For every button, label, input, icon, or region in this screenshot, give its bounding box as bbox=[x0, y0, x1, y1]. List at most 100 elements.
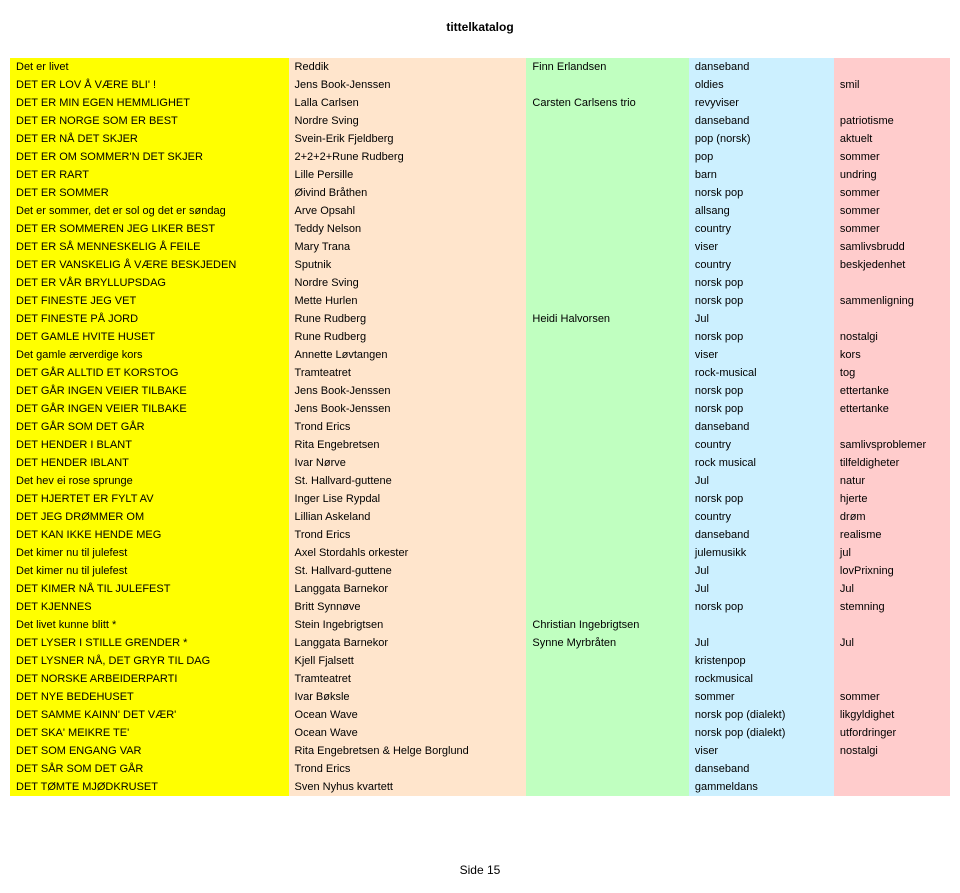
table-row: DET SÅR SOM DET GÅRTrond Ericsdanseband bbox=[10, 760, 950, 778]
catalog-table-body: Det er livetReddikFinn Erlandsendanseban… bbox=[10, 58, 950, 796]
table-cell: DET HENDER IBLANT bbox=[10, 454, 289, 472]
table-cell: hjerte bbox=[834, 490, 950, 508]
table-cell: DET JEG DRØMMER OM bbox=[10, 508, 289, 526]
table-cell: Det kimer nu til julefest bbox=[10, 562, 289, 580]
table-row: DET FINESTE PÅ JORDRune RudbergHeidi Hal… bbox=[10, 310, 950, 328]
table-cell: tog bbox=[834, 364, 950, 382]
table-row: DET LYSNER NÅ, DET GRYR TIL DAGKjell Fja… bbox=[10, 652, 950, 670]
table-cell bbox=[526, 184, 688, 202]
table-row: DET HENDER I BLANTRita Engebretsencountr… bbox=[10, 436, 950, 454]
table-cell: DET ER SOMMER bbox=[10, 184, 289, 202]
table-row: Det kimer nu til julefestAxel Stordahls … bbox=[10, 544, 950, 562]
table-cell: viser bbox=[689, 346, 834, 364]
table-cell: Finn Erlandsen bbox=[526, 58, 688, 76]
table-cell: norsk pop (dialekt) bbox=[689, 724, 834, 742]
table-cell: DET KJENNES bbox=[10, 598, 289, 616]
table-cell: Axel Stordahls orkester bbox=[289, 544, 527, 562]
table-cell: Jens Book-Jenssen bbox=[289, 400, 527, 418]
page-container: tittelkatalog Det er livetReddikFinn Erl… bbox=[0, 0, 960, 893]
table-cell: DET LYSNER NÅ, DET GRYR TIL DAG bbox=[10, 652, 289, 670]
table-cell: Ocean Wave bbox=[289, 724, 527, 742]
table-cell bbox=[526, 130, 688, 148]
table-cell: oldies bbox=[689, 76, 834, 94]
table-cell: ettertanke bbox=[834, 400, 950, 418]
table-cell: sommer bbox=[834, 688, 950, 706]
table-cell: rockmusical bbox=[689, 670, 834, 688]
table-cell: Synne Myrbråten bbox=[526, 634, 688, 652]
table-cell: norsk pop bbox=[689, 274, 834, 292]
table-cell: Det gamle ærverdige kors bbox=[10, 346, 289, 364]
table-cell: Trond Erics bbox=[289, 760, 527, 778]
table-cell bbox=[526, 562, 688, 580]
table-cell: country bbox=[689, 256, 834, 274]
table-cell: Jens Book-Jenssen bbox=[289, 76, 527, 94]
table-cell: Det er livet bbox=[10, 58, 289, 76]
table-cell: DET ER SOMMEREN JEG LIKER BEST bbox=[10, 220, 289, 238]
table-cell: Arve Opsahl bbox=[289, 202, 527, 220]
table-cell: Lillian Askeland bbox=[289, 508, 527, 526]
table-cell: jul bbox=[834, 544, 950, 562]
table-cell: sommer bbox=[689, 688, 834, 706]
table-cell: DET ER RART bbox=[10, 166, 289, 184]
table-cell: DET ER MIN EGEN HEMMLIGHET bbox=[10, 94, 289, 112]
table-cell: DET GAMLE HVITE HUSET bbox=[10, 328, 289, 346]
table-row: DET GÅR SOM DET GÅRTrond Ericsdanseband bbox=[10, 418, 950, 436]
table-cell: Ocean Wave bbox=[289, 706, 527, 724]
table-cell bbox=[689, 616, 834, 634]
table-cell: viser bbox=[689, 742, 834, 760]
table-cell: Nordre Sving bbox=[289, 112, 527, 130]
table-cell: Carsten Carlsens trio bbox=[526, 94, 688, 112]
table-cell bbox=[526, 382, 688, 400]
table-cell: danseband bbox=[689, 418, 834, 436]
table-cell: DET ER VANSKELIG Å VÆRE BESKJEDEN bbox=[10, 256, 289, 274]
table-cell bbox=[526, 220, 688, 238]
table-cell: DET FINESTE JEG VET bbox=[10, 292, 289, 310]
table-cell: Mary Trana bbox=[289, 238, 527, 256]
table-cell: patriotisme bbox=[834, 112, 950, 130]
table-cell: Jens Book-Jenssen bbox=[289, 382, 527, 400]
table-cell: realisme bbox=[834, 526, 950, 544]
table-cell bbox=[526, 292, 688, 310]
table-cell: DET FINESTE PÅ JORD bbox=[10, 310, 289, 328]
table-cell: norsk pop bbox=[689, 292, 834, 310]
table-cell bbox=[526, 742, 688, 760]
table-cell: DET SOM ENGANG VAR bbox=[10, 742, 289, 760]
table-cell: St. Hallvard-guttene bbox=[289, 472, 527, 490]
table-row: DET ER NORGE SOM ER BESTNordre Svingdans… bbox=[10, 112, 950, 130]
table-cell bbox=[834, 652, 950, 670]
table-cell bbox=[526, 472, 688, 490]
table-cell: smil bbox=[834, 76, 950, 94]
table-cell: norsk pop bbox=[689, 400, 834, 418]
table-cell: gammeldans bbox=[689, 778, 834, 796]
table-cell bbox=[834, 94, 950, 112]
table-cell: revyviser bbox=[689, 94, 834, 112]
table-row: DET SKA' MEIKRE TE'Ocean Wavenorsk pop (… bbox=[10, 724, 950, 742]
table-cell: Jul bbox=[834, 634, 950, 652]
table-row: DET KIMER NÅ TIL JULEFESTLanggata Barnek… bbox=[10, 580, 950, 598]
table-cell: country bbox=[689, 436, 834, 454]
table-row: DET LYSER I STILLE GRENDER *Langgata Bar… bbox=[10, 634, 950, 652]
table-cell: DET KIMER NÅ TIL JULEFEST bbox=[10, 580, 289, 598]
table-cell bbox=[526, 112, 688, 130]
table-cell: danseband bbox=[689, 760, 834, 778]
table-cell: Det livet kunne blitt * bbox=[10, 616, 289, 634]
table-row: Det gamle ærverdige korsAnnette Løvtange… bbox=[10, 346, 950, 364]
table-cell: DET SAMME KAINN' DET VÆR' bbox=[10, 706, 289, 724]
table-row: DET HJERTET ER FYLT AVInger Lise Rypdaln… bbox=[10, 490, 950, 508]
table-row: DET ER OM SOMMER'N DET SKJER2+2+2+Rune R… bbox=[10, 148, 950, 166]
table-cell: DET GÅR ALLTID ET KORSTOG bbox=[10, 364, 289, 382]
table-cell: Heidi Halvorsen bbox=[526, 310, 688, 328]
table-cell: danseband bbox=[689, 112, 834, 130]
table-cell: Teddy Nelson bbox=[289, 220, 527, 238]
table-cell: Lalla Carlsen bbox=[289, 94, 527, 112]
table-cell: norsk pop bbox=[689, 382, 834, 400]
table-cell bbox=[834, 670, 950, 688]
table-cell bbox=[834, 274, 950, 292]
table-cell: Sven Nyhus kvartett bbox=[289, 778, 527, 796]
table-row: DET GÅR ALLTID ET KORSTOGTramteatretrock… bbox=[10, 364, 950, 382]
table-cell bbox=[526, 166, 688, 184]
table-cell bbox=[526, 400, 688, 418]
table-row: Det kimer nu til julefestSt. Hallvard-gu… bbox=[10, 562, 950, 580]
table-cell: rock musical bbox=[689, 454, 834, 472]
table-cell: samlivsproblemer bbox=[834, 436, 950, 454]
